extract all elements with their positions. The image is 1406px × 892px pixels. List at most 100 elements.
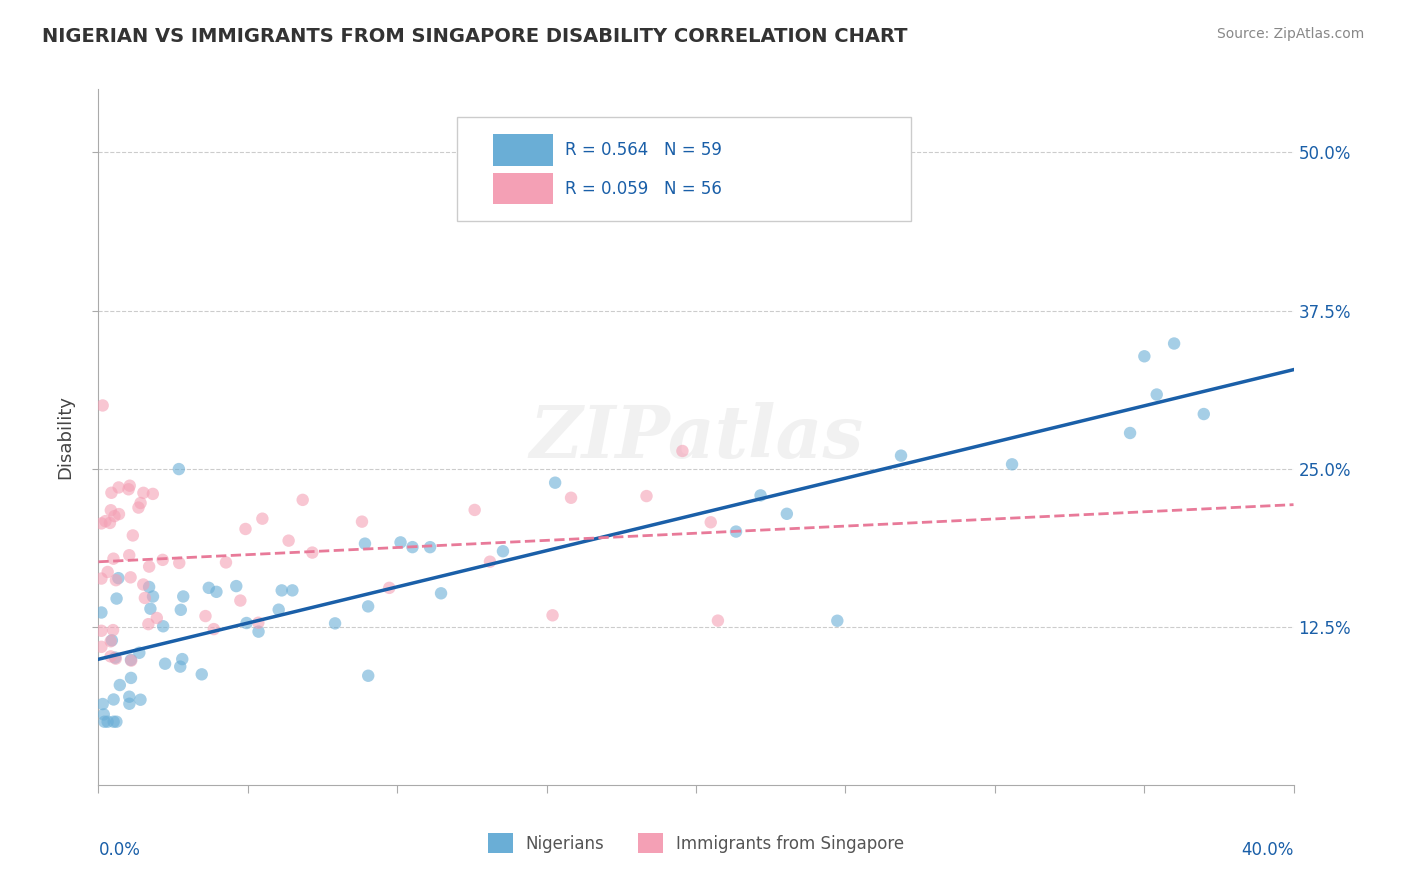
Point: [97, 565, 120, 579]
Point: [93, 714, 115, 729]
Point: [98, 516, 121, 530]
Point: [699, 516, 721, 530]
Point: [247, 624, 270, 639]
Point: [132, 577, 155, 591]
Point: [636, 489, 658, 503]
Point: [544, 475, 567, 490]
Point: [105, 591, 128, 606]
Point: [277, 533, 299, 548]
Point: [104, 651, 127, 665]
Point: [129, 496, 152, 510]
Point: [357, 669, 380, 683]
Point: [235, 615, 257, 630]
Point: [120, 570, 142, 584]
Point: [90, 640, 112, 654]
Point: [323, 616, 346, 631]
Point: [1163, 336, 1185, 351]
Text: 0.0%: 0.0%: [98, 840, 141, 859]
Point: [281, 583, 304, 598]
Point: [492, 544, 515, 558]
Point: [118, 697, 141, 711]
Point: [103, 551, 125, 566]
Point: [167, 462, 190, 476]
Point: [104, 573, 127, 587]
Point: [108, 507, 131, 521]
Point: [252, 511, 274, 525]
Point: [138, 617, 160, 632]
Point: [97, 714, 120, 729]
Bar: [494, 135, 553, 166]
Text: NIGERIAN VS IMMIGRANTS FROM SINGAPORE DISABILITY CORRELATION CHART: NIGERIAN VS IMMIGRANTS FROM SINGAPORE DI…: [42, 27, 908, 45]
Point: [142, 487, 165, 501]
Point: [1146, 387, 1168, 401]
Point: [430, 586, 453, 600]
Point: [107, 480, 129, 494]
Text: 40.0%: 40.0%: [1241, 840, 1294, 859]
Point: [100, 503, 122, 517]
Point: [120, 654, 142, 668]
Point: [132, 486, 155, 500]
Point: [128, 646, 150, 660]
Legend: Nigerians, Immigrants from Singapore: Nigerians, Immigrants from Singapore: [481, 827, 911, 860]
Point: [152, 553, 174, 567]
Point: [197, 581, 219, 595]
Point: [560, 491, 582, 505]
Point: [890, 449, 912, 463]
Point: [291, 492, 314, 507]
Text: Source: ZipAtlas.com: Source: ZipAtlas.com: [1216, 27, 1364, 41]
Point: [100, 649, 122, 664]
Point: [170, 603, 193, 617]
Point: [1119, 425, 1142, 440]
Point: [1133, 349, 1156, 363]
Point: [138, 559, 160, 574]
Point: [827, 614, 849, 628]
Point: [90, 516, 112, 531]
Point: [378, 581, 401, 595]
Text: ZIPatlas: ZIPatlas: [529, 401, 863, 473]
Point: [91, 399, 114, 413]
Point: [108, 678, 131, 692]
Point: [202, 622, 225, 636]
Point: [134, 591, 156, 605]
Point: [117, 483, 139, 497]
Point: [90, 624, 112, 638]
Point: [107, 571, 129, 585]
Point: [139, 601, 162, 615]
Point: [724, 524, 747, 539]
Point: [94, 514, 117, 528]
Point: [749, 488, 772, 502]
Point: [247, 615, 270, 630]
Point: [1192, 407, 1215, 421]
Point: [129, 692, 152, 706]
Point: [121, 528, 143, 542]
Point: [118, 479, 141, 493]
Point: [354, 536, 377, 550]
Point: [90, 606, 112, 620]
Point: [235, 522, 257, 536]
Point: [267, 602, 290, 616]
Point: [190, 667, 212, 681]
Point: [671, 444, 693, 458]
Point: [205, 584, 228, 599]
Point: [464, 503, 486, 517]
Point: [707, 614, 730, 628]
Point: [169, 659, 191, 673]
Point: [541, 608, 564, 623]
Point: [152, 619, 174, 633]
Bar: [494, 173, 553, 204]
Point: [127, 500, 149, 515]
Text: R = 0.564   N = 59: R = 0.564 N = 59: [565, 142, 721, 160]
Point: [138, 580, 160, 594]
Point: [301, 545, 323, 559]
Point: [172, 652, 194, 666]
Point: [100, 485, 122, 500]
Point: [270, 583, 292, 598]
Point: [93, 707, 115, 722]
Point: [225, 579, 247, 593]
Point: [167, 556, 190, 570]
Point: [90, 572, 112, 586]
Point: [229, 593, 252, 607]
Point: [105, 714, 128, 729]
Point: [118, 690, 141, 704]
Point: [389, 535, 412, 549]
